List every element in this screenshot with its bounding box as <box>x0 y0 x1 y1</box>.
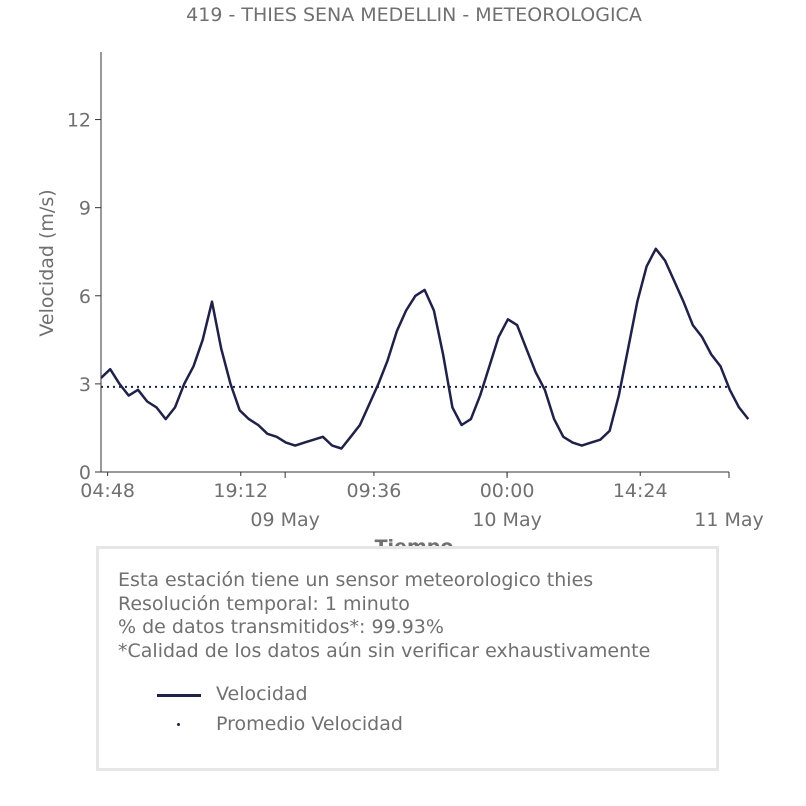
x-tick-label: 19:12 <box>213 480 268 502</box>
info-text: Esta estación tiene un sensor meteorolog… <box>118 569 650 663</box>
legend-dot-swatch <box>177 723 180 726</box>
x-tick-label: 00:00 <box>480 480 535 502</box>
info-line-resolution: Resolución temporal: 1 minuto <box>118 592 410 615</box>
info-box: Esta estación tiene un sensor meteorolog… <box>96 546 719 771</box>
x-tick-label: 09:36 <box>347 480 402 502</box>
x-date-label: 09 May <box>250 509 320 531</box>
x-tick-label: 04:48 <box>80 480 135 502</box>
info-line-sensor: Esta estación tiene un sensor meteorolog… <box>118 569 594 591</box>
series-line-velocidad <box>100 247 750 450</box>
y-tick-label: 9 <box>79 198 91 220</box>
info-line-transmitted: % de datos transmitidos*: 99.93% <box>118 616 444 638</box>
y-tick-label: 12 <box>67 110 91 132</box>
y-axis-label: Velocidad (m/s) <box>36 189 58 336</box>
legend-label: Promedio Velocidad <box>216 713 403 735</box>
x-date-label: 10 May <box>472 509 542 531</box>
info-line-quality: *Calidad de los datos aún sin verificar … <box>118 639 651 662</box>
x-tick-label: 14:24 <box>613 480 668 502</box>
chart: 419 - THIES SENA MEDELLIN - METEOROLOGIC… <box>36 4 764 558</box>
chart-title: 419 - THIES SENA MEDELLIN - METEOROLOGIC… <box>186 4 642 26</box>
x-date-label: 11 May <box>694 509 764 531</box>
axes: 0 3 6 9 12 04:48 19:12 09:36 00:00 14:24 09 May 10 … <box>67 52 764 531</box>
legend-label: Velocidad <box>216 683 308 705</box>
legend-line-swatch <box>157 694 201 697</box>
y-tick-label: 0 <box>79 462 91 484</box>
plot-area <box>100 247 750 450</box>
y-tick-label: 6 <box>79 286 91 308</box>
y-tick-label: 3 <box>79 374 91 396</box>
